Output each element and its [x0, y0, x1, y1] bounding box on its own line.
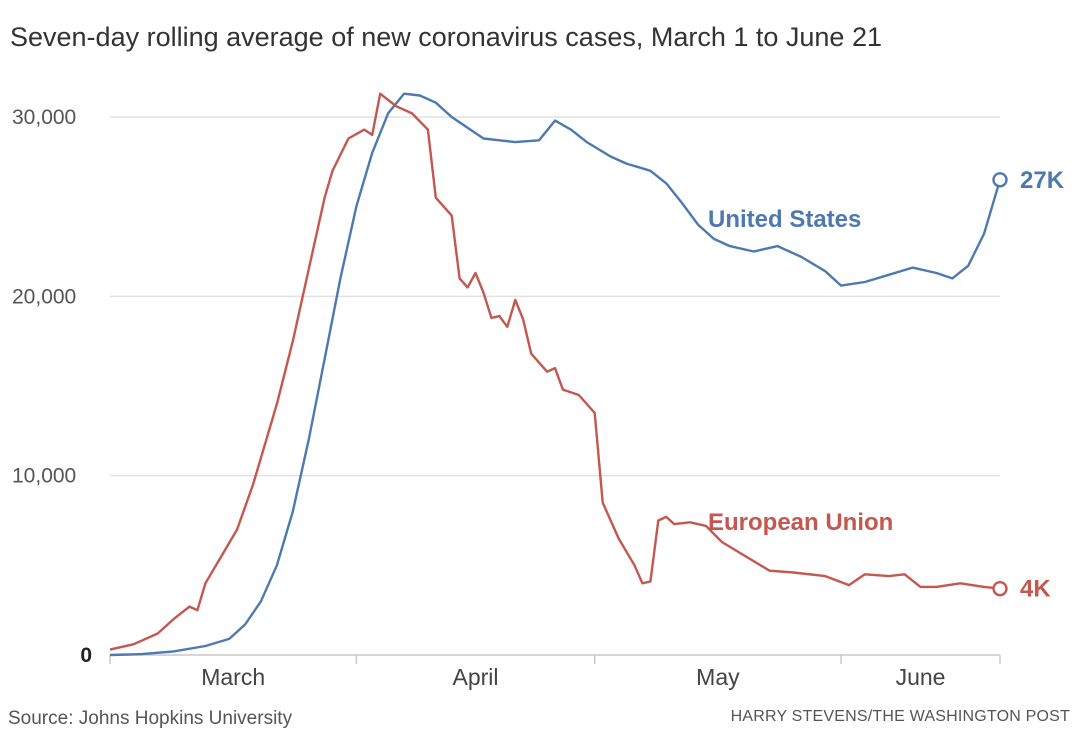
x-axis: [109, 654, 1001, 664]
european-union-end-label: 4K: [1020, 576, 1051, 603]
series-lines: [109, 92, 1008, 657]
x-tick-label-april: April: [453, 664, 499, 690]
united-states-line: [109, 92, 1002, 657]
european-union-series-label: European Union: [708, 509, 893, 536]
x-tick-label-june: June: [896, 664, 946, 690]
united-states-end-marker: [992, 172, 1008, 188]
european-union-end-marker: [992, 580, 1008, 597]
european-union-line: [109, 92, 1001, 651]
chart-title: Seven-day rolling average of new coronav…: [10, 22, 882, 52]
gridlines: [110, 116, 1000, 477]
credit-line: HARRY STEVENS/THE WASHINGTON POST: [730, 708, 1070, 725]
united-states-end-label: 27K: [1020, 167, 1065, 194]
x-tick-labels: March April May June: [201, 664, 945, 690]
y-tick-label-0: 0: [80, 644, 92, 667]
y-tick-label-20000: 20,000: [12, 285, 76, 308]
x-tick-label-may: May: [696, 664, 740, 690]
x-tick-label-march: March: [201, 664, 265, 690]
united-states-series-label: United States: [708, 206, 861, 233]
series-labels: 27K United States 4K European Union: [708, 167, 1065, 603]
y-tick-label-30000: 30,000: [12, 106, 76, 129]
y-tick-label-10000: 10,000: [12, 465, 76, 488]
source-note: Source: Johns Hopkins University: [8, 708, 293, 729]
y-axis: 0 10,000 20,000 30,000: [12, 106, 92, 667]
